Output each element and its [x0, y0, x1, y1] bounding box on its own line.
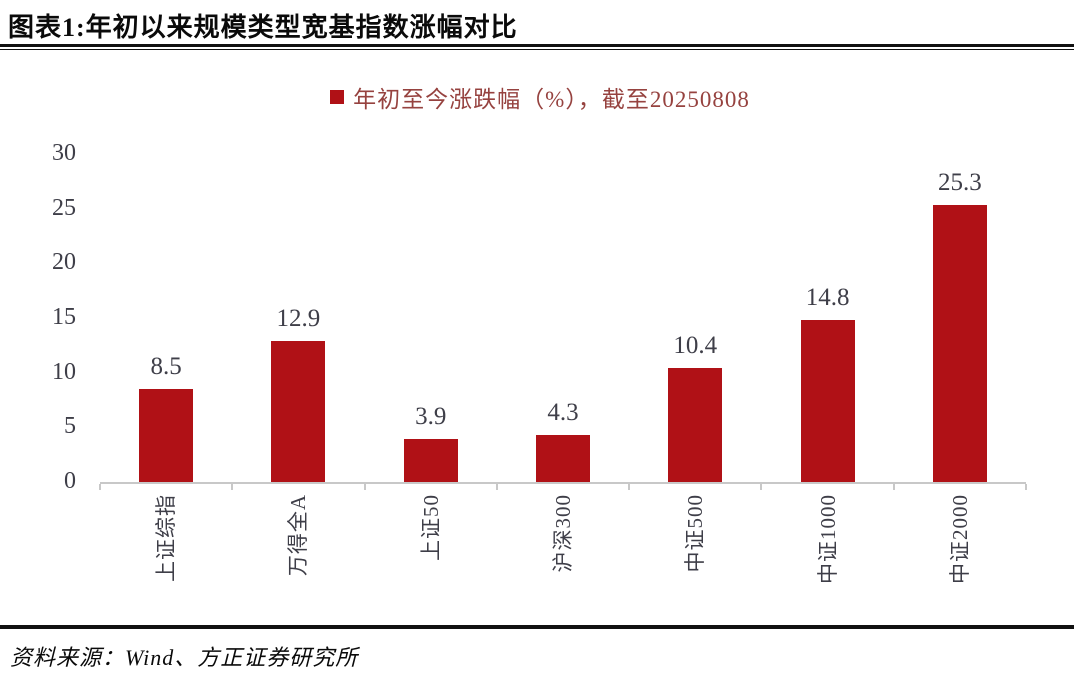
y-axis-tick-label: 10 [52, 358, 76, 385]
y-axis-tick-label: 0 [64, 468, 76, 494]
bar-value-label: 3.9 [415, 403, 447, 431]
x-axis-category-label: 上证综指 [154, 494, 179, 582]
y-axis-tick-label: 15 [52, 304, 76, 330]
title-divider-thick [0, 44, 1074, 47]
bar-value-label: 10.4 [673, 332, 718, 360]
figure-title: 图表1:年初以来规模类型宽基指数涨幅对比 [8, 13, 518, 42]
footer-divider [0, 625, 1074, 629]
x-axis-tick [231, 484, 234, 490]
bar [932, 205, 987, 482]
x-axis-category-label: 中证500 [683, 494, 708, 573]
chart-legend: 年初至今涨跌幅（%），截至20250808 [0, 82, 1080, 112]
y-axis-tick-label: 5 [64, 413, 76, 440]
x-axis-category-label: 沪深300 [551, 494, 575, 573]
x-axis-tick [628, 484, 631, 490]
x-axis-tick [495, 484, 498, 490]
bar [271, 340, 326, 482]
source-note: 资料来源：Wind、方正证券研究所 [10, 645, 359, 670]
bar [800, 320, 855, 482]
x-axis-line [100, 482, 1026, 484]
legend-swatch-icon [330, 90, 345, 104]
y-axis-tick-label: 30 [52, 140, 76, 166]
y-axis-tick-label: 20 [52, 249, 76, 276]
title-divider-thin [0, 49, 1074, 50]
legend-label: 年初至今涨跌幅（%），截至20250808 [353, 87, 750, 112]
y-axis-tick-label: 25 [52, 194, 76, 221]
x-axis-category-label: 上证50 [418, 494, 443, 561]
x-axis-tick [363, 484, 366, 490]
x-axis-category-label: 中证1000 [815, 494, 840, 584]
bar-value-label: 4.3 [547, 398, 579, 426]
x-axis-category-label: 万得全A [286, 494, 311, 577]
bar [668, 368, 723, 482]
bar-value-label: 12.9 [276, 304, 321, 332]
bar-value-label: 8.5 [150, 353, 182, 381]
bar-value-label: 25.3 [937, 169, 982, 197]
x-axis-tick [760, 484, 763, 490]
bar-value-label: 14.8 [805, 284, 850, 312]
bar [139, 389, 194, 482]
bar [536, 434, 590, 482]
x-axis-tick [99, 484, 101, 490]
x-axis-category-label: 中证2000 [947, 494, 972, 584]
bar [403, 439, 458, 482]
x-axis-tick [1025, 484, 1027, 490]
x-axis-tick [892, 484, 895, 490]
